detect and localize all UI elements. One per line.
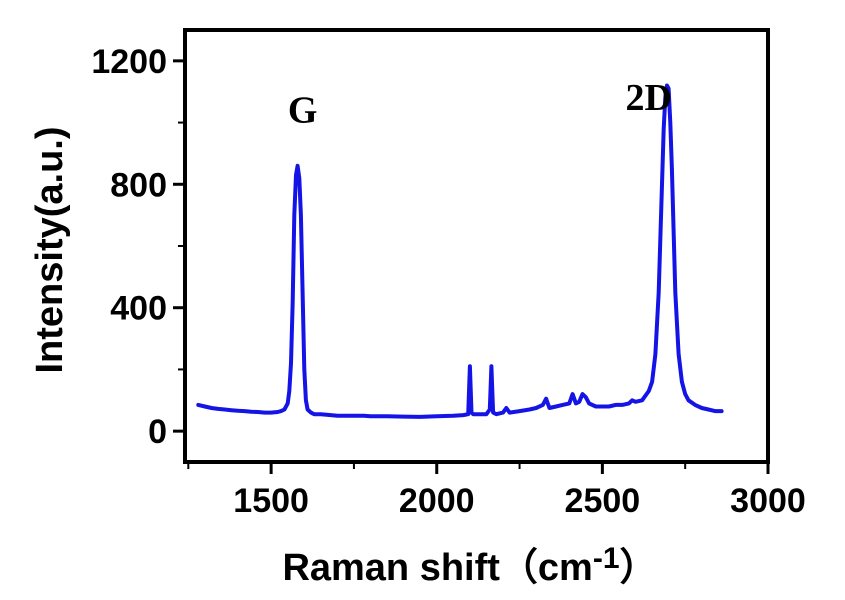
plot-frame <box>183 28 770 464</box>
x-axis-label: Raman shift <box>282 547 500 589</box>
y-axis-title: Intensity(a.u.) <box>29 126 71 373</box>
y-tick-label: 1200 <box>91 43 167 81</box>
x-tick-label: 3000 <box>730 482 806 520</box>
x-tick-label: 1500 <box>233 482 309 520</box>
x-tick-label: 2500 <box>565 482 641 520</box>
x-axis-title: Raman shift（cm-1） <box>282 542 657 589</box>
spectrum-line <box>196 83 724 419</box>
y-tick-label: 400 <box>110 290 167 328</box>
x-axis-unit-open: （cm <box>500 547 593 589</box>
x-axis-unit-close: ） <box>620 547 658 589</box>
y-tick-label: 0 <box>148 413 167 451</box>
peak-label-2d: 2D <box>626 77 672 119</box>
y-tick-label: 800 <box>110 166 167 204</box>
x-axis-unit-superscript: -1 <box>593 542 620 575</box>
peak-label-g: G <box>288 90 318 132</box>
tick-labels: 1500 2000 2500 3000 0 400 800 1200 <box>91 43 805 520</box>
x-tick-label: 2000 <box>399 482 475 520</box>
